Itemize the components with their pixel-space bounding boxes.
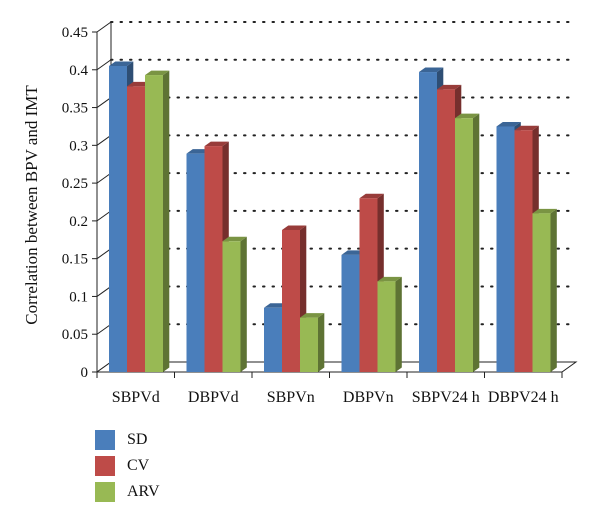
side-wall-tick (96, 134, 112, 146)
x-category-label: DBPVd (188, 389, 239, 406)
bar-front (127, 86, 145, 373)
bar-layer (109, 61, 557, 373)
bar-top (109, 61, 134, 66)
x-category-label: DBPV24 h (488, 389, 559, 406)
legend-label-arv: ARV (127, 483, 160, 500)
bar-top (300, 313, 325, 318)
bar-top (145, 70, 170, 76)
x-category-label: DBPVn (343, 389, 394, 406)
bar-front (377, 281, 396, 372)
bar-top (419, 67, 444, 73)
bar-arv-4 (455, 113, 480, 372)
legend: SD CV ARV (95, 427, 160, 505)
bar-top (222, 236, 247, 242)
bar-top (455, 113, 480, 119)
y-tick-label: 0.4 (69, 63, 88, 79)
side-wall-tick (96, 172, 112, 184)
side-wall-tick (96, 248, 112, 260)
bar-side (473, 113, 480, 372)
bar-top (437, 84, 462, 90)
y-axis-label: Correlation between BPV and IMT (22, 85, 41, 325)
bar-front (145, 75, 163, 373)
bar-top (532, 208, 557, 214)
y-tick-label: 0.15 (62, 252, 88, 268)
bar-top (496, 121, 521, 127)
bar-front (222, 241, 241, 372)
x-category-label: SBPV24 h (412, 389, 480, 406)
bar-front (359, 198, 378, 372)
bar-arv-1 (222, 236, 247, 372)
bar-front (514, 130, 533, 372)
y-tick-label: 0.3 (69, 138, 88, 154)
bar-front (496, 126, 515, 372)
bar-front (264, 307, 282, 372)
bar-front (437, 89, 455, 372)
side-wall-tick (96, 323, 112, 335)
bar-arv-0 (145, 70, 170, 373)
legend-swatch-arv (95, 482, 115, 502)
bar-front (282, 229, 300, 372)
y-tick-label: 0 (81, 365, 89, 381)
y-tick-label: 0.25 (62, 176, 88, 192)
bar-top (359, 193, 384, 199)
bar-front (300, 317, 318, 372)
bar-front (204, 146, 223, 372)
y-tick-label: 0.2 (69, 214, 88, 230)
bar-side (550, 208, 557, 372)
y-tick-label: 0.35 (62, 101, 88, 117)
side-wall-tick (96, 286, 112, 297)
bar-arv-5 (532, 208, 557, 372)
bar-top (282, 225, 307, 230)
bar-top (204, 141, 229, 147)
legend-item-arv: ARV (95, 479, 160, 505)
bar-front (419, 72, 437, 373)
legend-item-cv: CV (95, 453, 160, 479)
legend-label-sd: SD (127, 431, 148, 448)
bar-front (455, 118, 473, 372)
bar-front (109, 66, 127, 372)
bar-arv-2 (300, 313, 325, 372)
legend-label-cv: CV (127, 457, 150, 474)
legend-swatch-sd (95, 430, 115, 450)
bar-top (514, 125, 539, 131)
bar-side (240, 236, 247, 372)
x-category-label: SBPVn (267, 389, 315, 406)
y-tick-label: 0.1 (69, 289, 88, 305)
bar-chart: 0 0.05 0.1 0.15 0.2 0.25 0.3 0.35 0.4 0.45 SBPVd DB… (22, 21, 578, 406)
bar-side (395, 276, 402, 372)
legend-swatch-cv (95, 456, 115, 476)
label-layer: 0 0.05 0.1 0.15 0.2 0.25 0.3 0.35 0.4 0.45 SBPVd DB… (62, 25, 559, 406)
bar-side (318, 313, 325, 372)
bar-front (532, 213, 551, 372)
bar-arv-3 (377, 276, 402, 372)
legend-item-sd: SD (95, 427, 160, 453)
side-wall-tick (96, 97, 112, 108)
bar-front (341, 254, 360, 372)
bar-side (163, 70, 170, 373)
side-wall-tick (96, 59, 112, 71)
y-tick-label: 0.45 (62, 25, 88, 41)
side-wall-tick (96, 21, 112, 33)
side-wall-tick (96, 210, 112, 222)
bar-top (377, 276, 402, 282)
x-category-label: SBPVd (112, 389, 160, 406)
y-tick-label: 0.05 (62, 327, 88, 343)
bar-front (186, 153, 205, 372)
